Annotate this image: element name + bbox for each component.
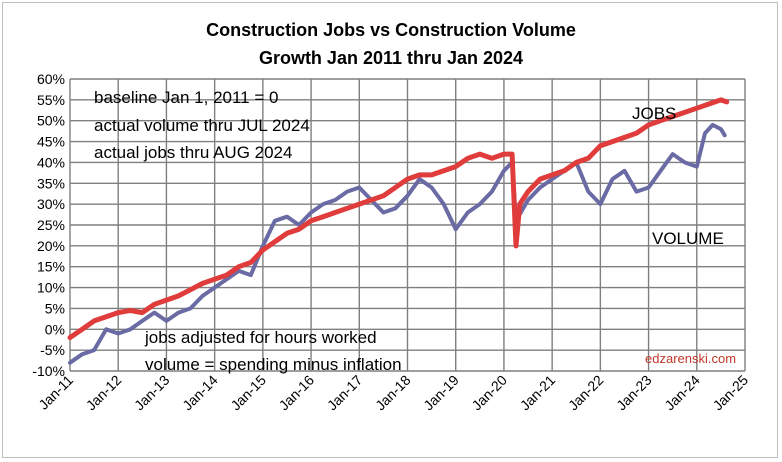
x-tick-label: Jan-19: [420, 372, 462, 414]
annotation-baseline: baseline Jan 1, 2011 = 0: [94, 88, 278, 107]
x-tick-label: Jan-16: [276, 372, 318, 414]
y-tick-label: 50%: [37, 113, 65, 129]
y-tick-label: 35%: [37, 175, 65, 191]
y-tick-label: -5%: [40, 342, 65, 358]
x-tick-label: Jan-21: [517, 372, 559, 414]
x-tick-label: Jan-13: [131, 372, 173, 414]
x-tick-label: Jan-17: [324, 372, 366, 414]
x-tick-label: Jan-25: [710, 372, 752, 414]
x-tick-label: Jan-14: [179, 372, 221, 414]
x-axis-tick-labels: Jan-11 Jan-12 Jan-13 Jan-14 Jan-15 Jan-16 Jan-…: [35, 372, 751, 414]
y-tick-label: 40%: [37, 154, 65, 170]
series-line-volume: [68, 122, 727, 365]
y-tick-label: 45%: [37, 134, 65, 150]
series-line-jobs: [67, 97, 730, 341]
x-tick-label: Jan-22: [565, 372, 607, 414]
y-axis-tick-labels: -10% -5% 0% 5% 10% 15% 20% 25% 30% 35% 40% 45% 50% 55…: [32, 71, 65, 379]
y-tick-label: 15%: [37, 259, 65, 275]
y-tick-label: 60%: [37, 71, 65, 87]
series-label-volume: VOLUME: [652, 229, 724, 248]
y-tick-label: 10%: [37, 280, 65, 296]
watermark: edzarenski.com: [645, 351, 736, 366]
y-tick-label: 55%: [37, 92, 65, 108]
chart-title-line-2: Growth Jan 2011 thru Jan 2024: [259, 48, 523, 68]
series-label-jobs: JOBS: [632, 104, 676, 123]
annotation-volume-note: actual volume thru JUL 2024: [94, 116, 310, 135]
annotation-adjust-note: jobs adjusted for hours worked: [144, 328, 377, 347]
y-tick-label: 25%: [37, 217, 65, 233]
x-tick-label: Jan-18: [372, 372, 414, 414]
x-tick-label: Jan-23: [613, 372, 655, 414]
y-tick-label: 5%: [45, 300, 65, 316]
y-tick-label: 20%: [37, 238, 65, 254]
y-tick-label: 30%: [37, 196, 65, 212]
x-tick-label: Jan-20: [468, 372, 510, 414]
annotation-jobs-note: actual jobs thru AUG 2024: [94, 143, 292, 162]
x-tick-label: Jan-15: [227, 372, 269, 414]
series-lines: [67, 97, 730, 365]
annotation-volume-definition: volume = spending minus inflation: [145, 355, 402, 374]
x-tick-label: Jan-24: [661, 372, 703, 414]
x-tick-label: Jan-12: [83, 372, 125, 414]
chart-title-line-1: Construction Jobs vs Construction Volume: [206, 20, 576, 40]
y-tick-label: 0%: [45, 321, 65, 337]
y-tick-label: -10%: [32, 363, 65, 379]
grid: [69, 78, 746, 372]
